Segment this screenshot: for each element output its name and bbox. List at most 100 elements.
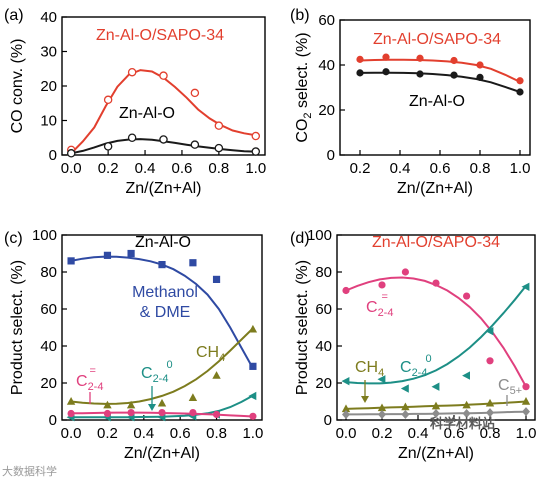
data-point bbox=[66, 149, 76, 158]
x-tick-label: 0.2 bbox=[350, 160, 371, 177]
data-point bbox=[377, 375, 386, 384]
x-tick-label: 1.0 bbox=[242, 425, 263, 442]
annotation-arrowhead bbox=[361, 396, 369, 403]
panel-a: 0.0 0.2 0.4 0.6 0.8 1.0 0 10 20 30 40 Zn/(Zn+Al) CO … bbox=[4, 7, 266, 197]
data-point bbox=[188, 393, 198, 401]
series-label-zn-al-o-sapo-34: Zn-Al-O/SAPO-34 bbox=[96, 27, 224, 44]
y-tick-label: 40 bbox=[40, 9, 57, 26]
data-point bbox=[431, 382, 440, 391]
x-tick-label: 1.0 bbox=[516, 425, 537, 442]
annotation-sub: 2-4 bbox=[412, 367, 428, 379]
y-tick-label: 60 bbox=[315, 301, 332, 318]
data-point bbox=[127, 409, 135, 417]
panel-title: Zn-Al-O/SAPO-34 bbox=[372, 234, 500, 251]
y-axis-label: CO2 select. (%) bbox=[294, 32, 314, 142]
x-tick-label: 0.6 bbox=[172, 160, 193, 177]
watermark-left: 大数据科学 bbox=[2, 465, 57, 478]
x-axis-label: Zn/(Zn+Al) bbox=[398, 445, 474, 462]
fit-line bbox=[345, 285, 527, 385]
x-tick-label: 0.8 bbox=[480, 425, 501, 442]
data-point bbox=[67, 257, 75, 265]
watermark-right: 科学材料站 bbox=[430, 417, 496, 432]
data-point bbox=[401, 409, 410, 419]
annotation-c24-paraffin: C2-40 bbox=[141, 359, 173, 385]
data-point bbox=[450, 71, 458, 79]
x-tick-label: 0.4 bbox=[135, 160, 156, 177]
data-point bbox=[214, 143, 224, 153]
x-tick-label: 0.8 bbox=[470, 160, 491, 177]
data-point bbox=[522, 383, 530, 391]
data-point bbox=[486, 408, 494, 418]
y-tick-label: 20 bbox=[40, 78, 57, 95]
series-label-zn-al-o: Zn-Al-O bbox=[119, 105, 175, 122]
y-tick-label: 30 bbox=[40, 44, 57, 61]
data-point bbox=[342, 409, 350, 419]
data-point bbox=[342, 286, 350, 295]
y-axis-label: Product select. (%) bbox=[9, 260, 26, 395]
panel-label: (a) bbox=[4, 7, 24, 24]
data-point bbox=[103, 95, 113, 105]
x-tick-label: 0.0 bbox=[61, 160, 82, 177]
y-axis-label-part: select. (%) bbox=[294, 32, 311, 112]
data-point bbox=[248, 324, 258, 333]
data-point bbox=[190, 140, 200, 149]
x-tick-label: 0.6 bbox=[430, 160, 451, 177]
y-tick-label: 40 bbox=[318, 57, 335, 74]
series-methanol-dme bbox=[67, 249, 257, 370]
annotation-c24-paraffin: C2-40 bbox=[400, 353, 432, 379]
x-tick-label: 0.6 bbox=[170, 425, 191, 442]
data-point bbox=[159, 71, 168, 80]
y-tick-label: 40 bbox=[315, 338, 332, 355]
data-point bbox=[378, 409, 386, 419]
x-tick-label: 0.8 bbox=[208, 160, 229, 177]
x-tick-label: 0.4 bbox=[133, 425, 154, 442]
plot-frame bbox=[336, 234, 536, 421]
data-point bbox=[127, 67, 137, 77]
data-point bbox=[431, 401, 441, 410]
panel-b: 0.2 0.4 0.6 0.8 1.0 0 20 40 60 Zn/(Zn+Al) CO2 sele… bbox=[290, 7, 531, 197]
x-tick-label: 0.8 bbox=[206, 425, 227, 442]
annotation-ch4: CH4 bbox=[355, 359, 384, 379]
data-point bbox=[485, 398, 495, 407]
panel-title: Zn-Al-O bbox=[135, 234, 191, 251]
panel-label: (b) bbox=[290, 7, 310, 24]
annotation-sup: = bbox=[89, 365, 95, 377]
data-point bbox=[516, 88, 524, 96]
x-tick-label: 1.0 bbox=[510, 160, 531, 177]
data-point bbox=[251, 131, 261, 141]
annotation-ch4: CH4 bbox=[196, 344, 225, 364]
data-point bbox=[341, 376, 350, 386]
y-axis-label: Product select. (%) bbox=[294, 260, 311, 395]
data-point bbox=[67, 409, 75, 418]
data-point bbox=[212, 371, 221, 379]
data-point bbox=[103, 409, 112, 418]
y-tick-label: 40 bbox=[40, 338, 57, 355]
data-point bbox=[356, 69, 364, 77]
series-c2-4-olefins bbox=[342, 268, 530, 391]
data-point bbox=[127, 133, 137, 142]
y-axis-label: CO conv. (%) bbox=[9, 39, 26, 134]
series-ch4 bbox=[66, 324, 258, 409]
data-point bbox=[416, 54, 424, 62]
y-axis-label-sub: 2 bbox=[302, 112, 314, 118]
x-axis-label: Zn/(Zn+Al) bbox=[397, 180, 473, 197]
annotation-dme: & DME bbox=[140, 304, 191, 321]
plot-frame bbox=[61, 234, 263, 421]
data-point bbox=[249, 412, 257, 420]
data-point bbox=[103, 251, 112, 259]
x-tick-label: 1.0 bbox=[245, 160, 266, 177]
y-tick-label: 10 bbox=[40, 113, 57, 130]
data-point bbox=[249, 362, 257, 370]
data-point bbox=[157, 398, 167, 407]
data-point bbox=[103, 400, 112, 409]
data-point bbox=[416, 70, 424, 78]
x-axis-label: Zn/(Zn+Al) bbox=[124, 445, 200, 462]
annotation-c24-olefin: C2-4= bbox=[76, 365, 103, 393]
annotation-sup: 0 bbox=[425, 353, 431, 365]
x-tick-label: 0.4 bbox=[408, 425, 429, 442]
y-tick-label: 20 bbox=[315, 375, 332, 392]
y-tick-label: 100 bbox=[32, 227, 57, 244]
data-point bbox=[450, 56, 458, 65]
y-tick-label: 100 bbox=[307, 227, 332, 244]
